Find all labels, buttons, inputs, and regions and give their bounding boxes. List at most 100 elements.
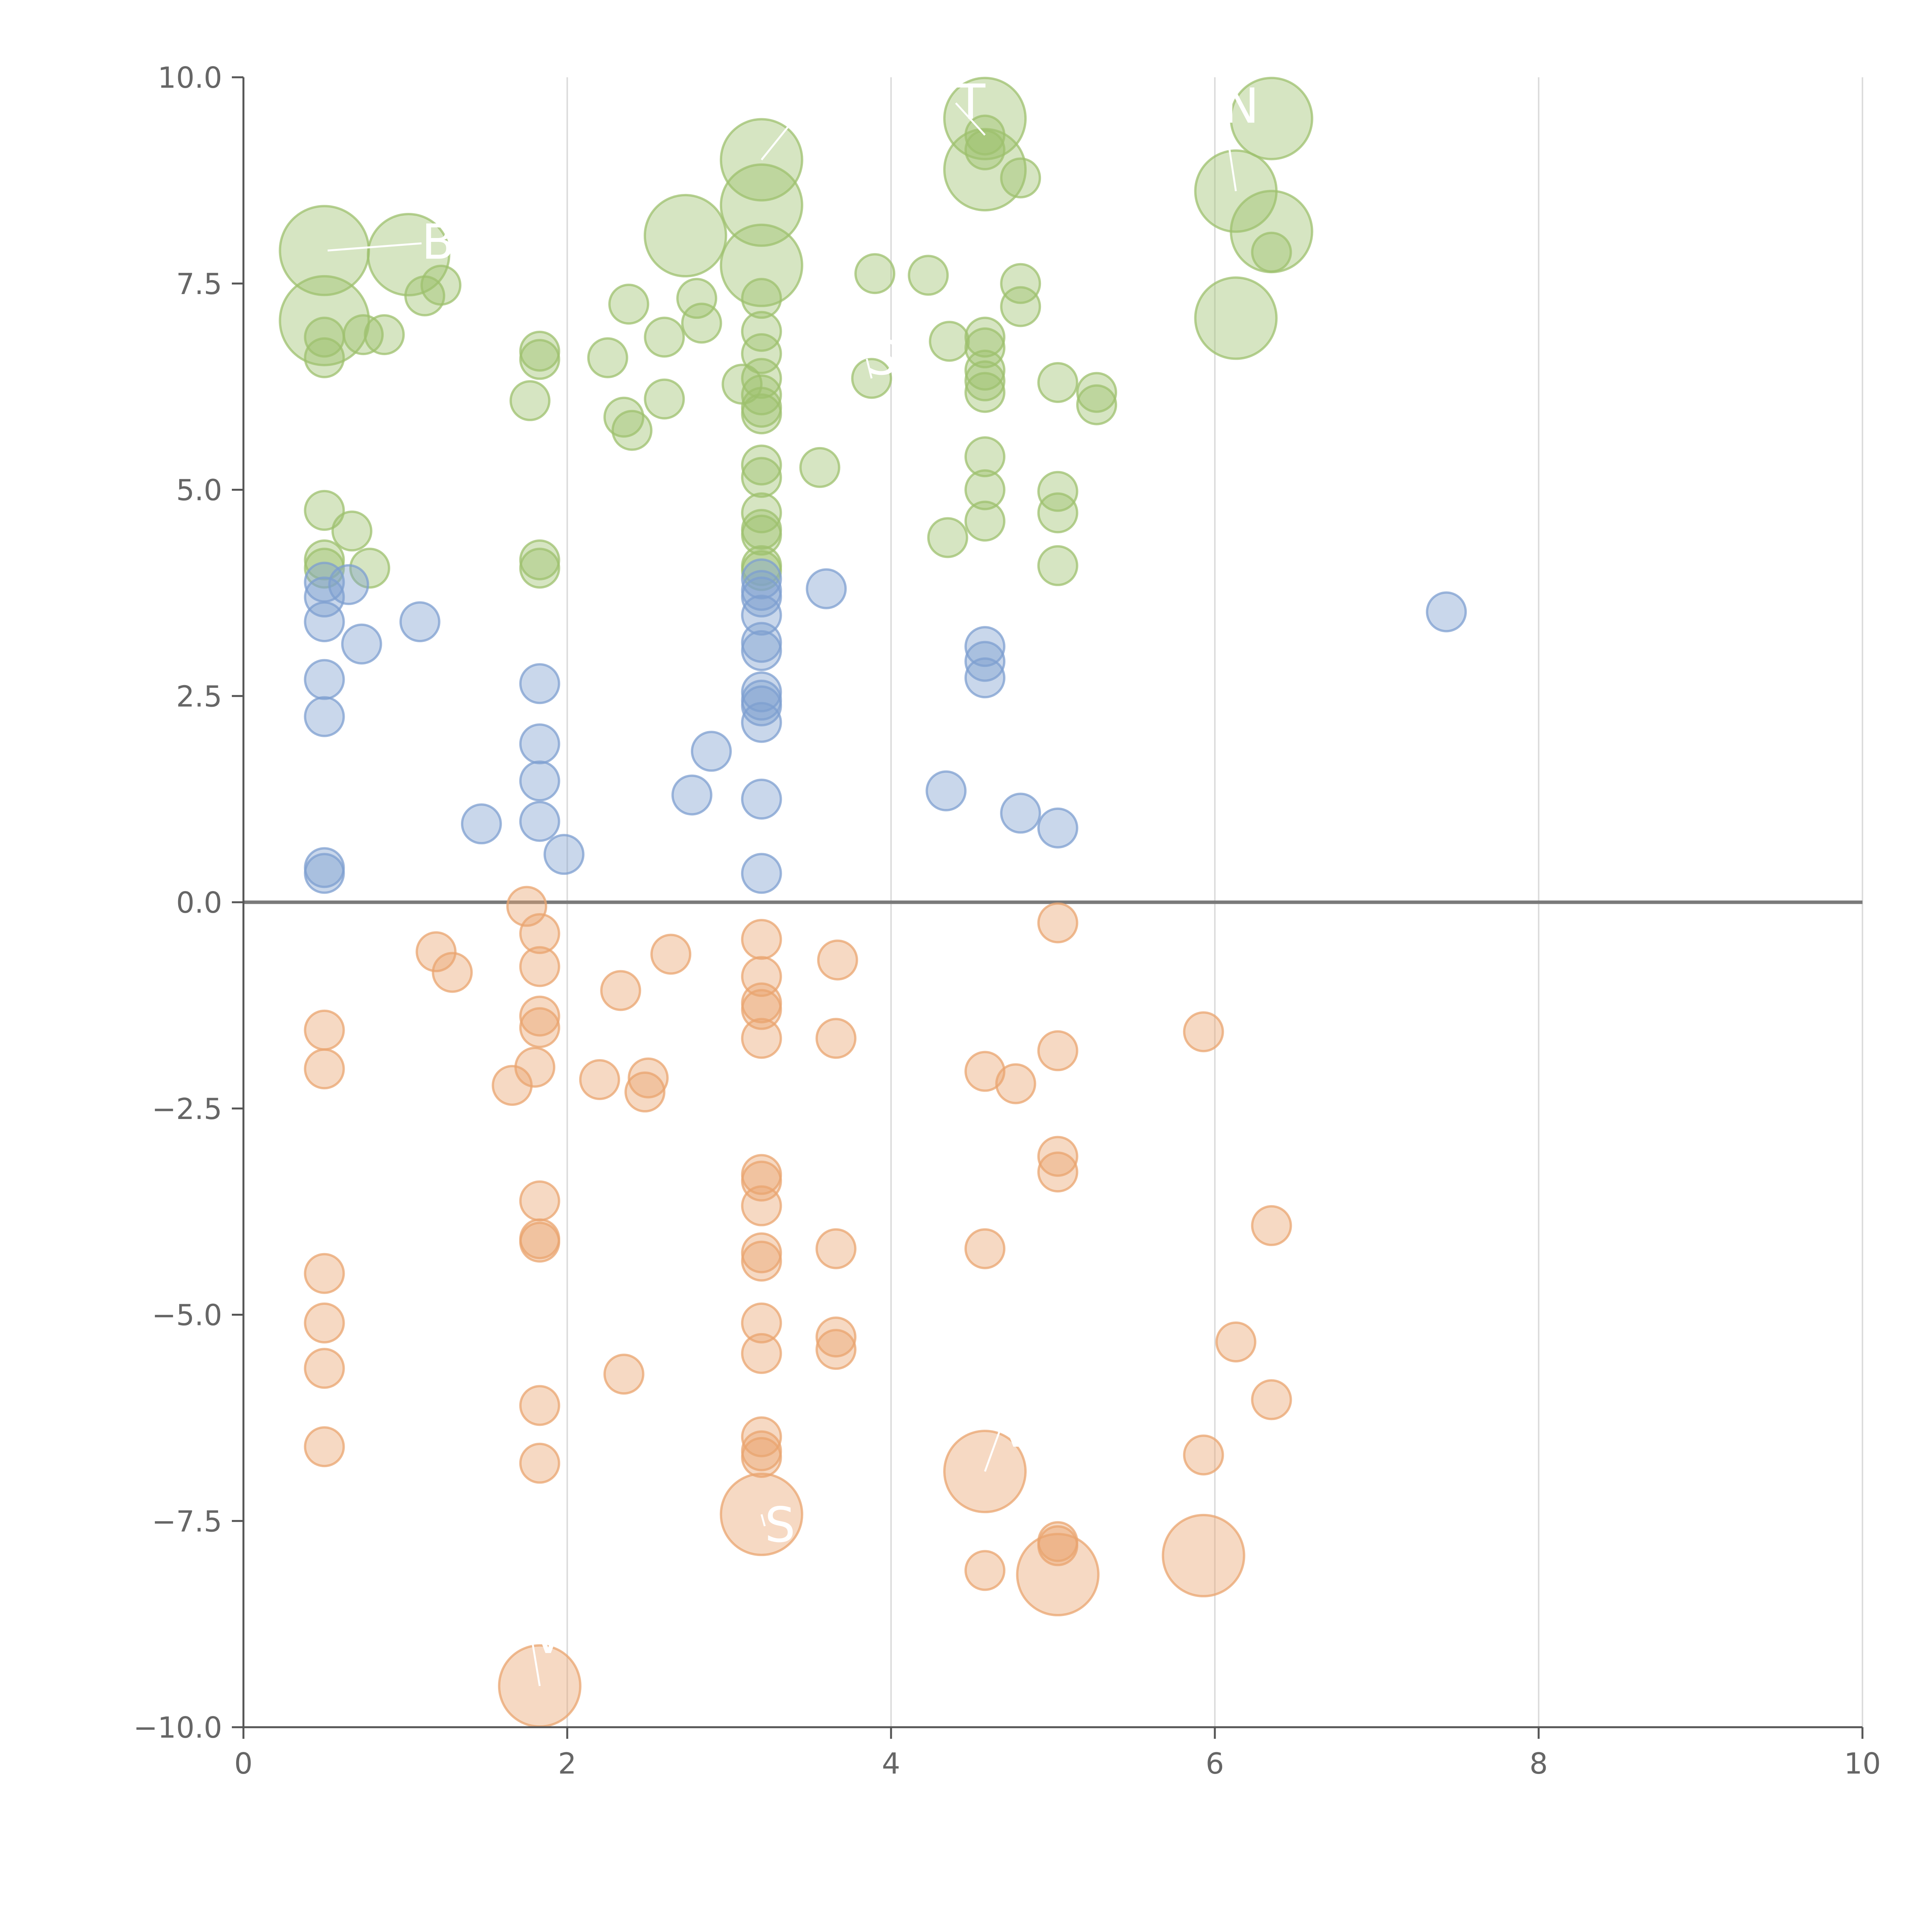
point-s0-16 xyxy=(519,339,560,380)
point-s2-7 xyxy=(432,952,473,993)
y-tick-label-0: −10.0 xyxy=(133,1711,222,1745)
x-tick-label-4: 8 xyxy=(1529,1747,1548,1781)
point-s2-47 xyxy=(815,1329,857,1370)
point-s2-6 xyxy=(415,931,457,973)
point-s1-37 xyxy=(1426,591,1467,633)
point-s0-32 xyxy=(741,278,782,319)
point-s2-23 xyxy=(603,1354,645,1395)
point-s0-6 xyxy=(367,213,451,297)
point-s0-48 xyxy=(854,253,896,294)
point-s2-0 xyxy=(304,1009,345,1051)
point-s1-15 xyxy=(543,834,585,875)
point-s0-35 xyxy=(741,358,782,399)
point-s1-7 xyxy=(328,564,369,605)
point-s2-25 xyxy=(628,1057,669,1099)
annotations: BAL LIN T N S VA S V xyxy=(327,74,1259,1686)
point-s0-50 xyxy=(929,321,970,362)
point-s2-48 xyxy=(964,1051,1006,1092)
point-s0-72 xyxy=(1076,384,1117,425)
point-s0-39 xyxy=(741,444,782,486)
point-s0-71 xyxy=(1076,372,1117,413)
point-s0-74 xyxy=(1194,276,1278,360)
data-points xyxy=(279,77,1467,1728)
point-s0-30 xyxy=(719,163,803,247)
point-s2-60 xyxy=(1183,1011,1224,1053)
y-tick-label-6: 5.0 xyxy=(176,473,222,507)
point-s2-15 xyxy=(519,1180,560,1221)
point-s2-2 xyxy=(304,1253,345,1294)
point-s0-23 xyxy=(644,378,685,420)
annotation-label-7: V xyxy=(532,1609,565,1665)
point-s2-53 xyxy=(1037,902,1078,944)
point-s2-41 xyxy=(741,1437,782,1478)
point-s1-13 xyxy=(519,760,560,802)
point-s2-56 xyxy=(1037,1151,1078,1193)
point-s1-23 xyxy=(741,630,782,671)
point-s0-31 xyxy=(719,223,803,307)
point-s1-29 xyxy=(741,853,782,894)
point-s1-35 xyxy=(1000,793,1041,834)
y-tick-label-7: 7.5 xyxy=(176,267,222,301)
point-s2-19 xyxy=(519,1442,560,1484)
annotation-label-5: VA xyxy=(1000,1402,1063,1458)
point-s0-3 xyxy=(304,337,345,378)
point-s2-34 xyxy=(741,1185,782,1226)
point-s1-27 xyxy=(741,702,782,743)
point-s1-18 xyxy=(741,558,782,600)
point-s2-9 xyxy=(506,886,548,927)
point-s1-33 xyxy=(964,641,1006,682)
point-s2-30 xyxy=(741,989,782,1030)
point-s2-43 xyxy=(817,939,858,981)
point-s2-5 xyxy=(304,1426,345,1468)
annotation-label-3: N xyxy=(1223,78,1259,134)
point-s0-22 xyxy=(611,410,653,451)
point-s1-31 xyxy=(925,770,967,811)
point-s2-52 xyxy=(995,1063,1036,1104)
point-s2-45 xyxy=(815,1228,857,1269)
point-s0-49 xyxy=(908,255,949,296)
point-s0-46 xyxy=(799,447,840,488)
point-s0-51 xyxy=(927,517,968,558)
point-s2-36 xyxy=(741,1240,782,1282)
point-s0-77 xyxy=(1251,231,1292,273)
x-tick-label-3: 6 xyxy=(1206,1747,1224,1781)
point-s0-12 xyxy=(331,510,372,552)
point-s2-51 xyxy=(964,1550,1006,1591)
y-tick-label-4: 0.0 xyxy=(176,886,222,920)
point-s2-55 xyxy=(1037,1136,1078,1177)
point-s0-27 xyxy=(681,303,722,344)
point-s1-14 xyxy=(519,801,560,842)
annotation-leader-0 xyxy=(327,242,422,252)
y-tick-label-8: 10.0 xyxy=(158,61,222,95)
point-s0-24 xyxy=(644,316,685,358)
point-s0-61 xyxy=(964,436,1006,478)
point-s2-27 xyxy=(741,919,782,960)
point-s1-34 xyxy=(964,657,1006,699)
point-s2-64 xyxy=(1251,1205,1292,1246)
point-s1-3 xyxy=(304,659,345,700)
point-s0-56 xyxy=(964,316,1006,358)
point-s0-43 xyxy=(741,514,782,556)
annotation-label-0: BAL xyxy=(422,214,515,270)
point-s0-25 xyxy=(643,194,727,277)
point-s1-26 xyxy=(741,685,782,726)
point-s2-26 xyxy=(650,934,692,975)
point-s2-22 xyxy=(600,970,641,1011)
point-s0-26 xyxy=(676,278,718,319)
point-s0-69 xyxy=(1037,492,1078,534)
point-s0-19 xyxy=(587,337,628,378)
point-s0-64 xyxy=(1000,157,1041,199)
annotation-label-6: S xyxy=(765,1497,795,1553)
point-s0-67 xyxy=(1037,362,1078,403)
point-s2-61 xyxy=(1183,1434,1224,1476)
point-s0-41 xyxy=(741,492,782,534)
point-s0-65 xyxy=(1000,263,1041,304)
point-s0-70 xyxy=(1037,545,1078,586)
point-s0-59 xyxy=(964,360,1006,401)
point-s1-10 xyxy=(461,803,502,845)
point-s1-2 xyxy=(304,601,345,643)
point-s0-52 xyxy=(943,77,1027,160)
point-s0-33 xyxy=(741,311,782,352)
point-s1-12 xyxy=(519,723,560,765)
point-s0-63 xyxy=(964,500,1006,542)
